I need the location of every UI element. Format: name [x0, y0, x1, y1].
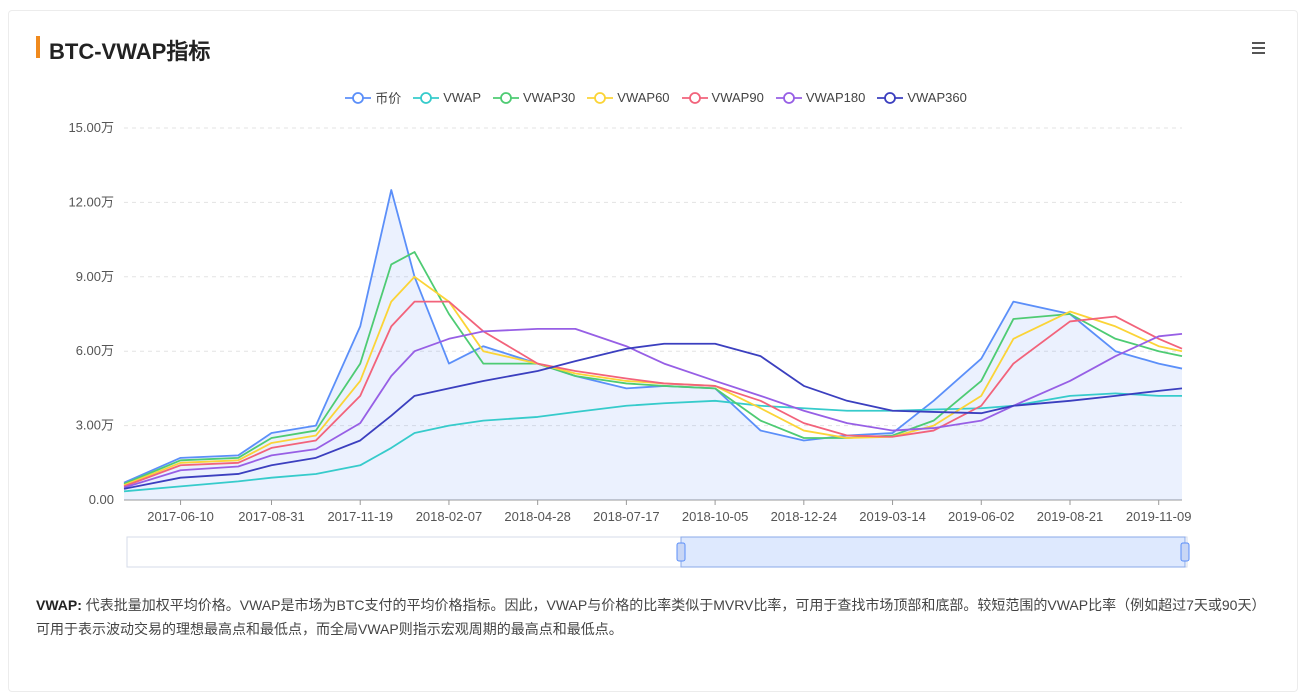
legend-label: 币价 — [375, 91, 402, 106]
legend-item-2[interactable]: VWAP30 — [493, 88, 575, 107]
x-tick-label: 2019-11-09 — [1126, 509, 1192, 524]
x-tick-label: 2017-08-31 — [238, 509, 305, 524]
legend-item-0[interactable]: 币价 — [345, 88, 401, 107]
zoom-slider-selection — [680, 536, 1186, 568]
x-tick-label: 2019-08-21 — [1037, 509, 1104, 524]
chart-plot: 0.00 3.00万 6.00万 9.00万 12.00万 15.00万 2017-06-1… — [68, 120, 1192, 568]
x-tick-label: 2017-11-19 — [327, 509, 393, 524]
description: VWAP: 代表批量加权平均价格。VWAP是市场为BTC支付的平均价格指标。因此… — [36, 593, 1276, 641]
series-line-6 — [123, 342, 1183, 490]
description-label: VWAP: — [36, 597, 82, 613]
legend-label: VWAP360 — [907, 90, 967, 105]
legend-marker-icon — [877, 91, 904, 104]
series-area-0 — [124, 190, 1182, 500]
legend-marker-icon — [587, 91, 614, 104]
legend-item-4[interactable]: VWAP90 — [681, 88, 764, 107]
legend-item-6[interactable]: VWAP360 — [877, 88, 967, 107]
legend-label: VWAP60 — [617, 90, 670, 105]
series-line-4 — [123, 300, 1183, 488]
y-tick-label: 6.00万 — [76, 343, 114, 358]
y-tick-label: 12.00万 — [68, 194, 114, 209]
x-tick-label: 2018-12-24 — [771, 509, 838, 524]
legend-item-1[interactable]: VWAP — [413, 88, 481, 107]
y-tick-label: 3.00万 — [76, 418, 114, 433]
zoom-slider-handle-right[interactable] — [1180, 542, 1190, 562]
x-tick-label: 2018-10-05 — [682, 509, 749, 524]
legend-item-5[interactable]: VWAP180 — [775, 88, 866, 107]
legend-label: VWAP30 — [523, 90, 576, 105]
x-tick-label: 2018-02-07 — [416, 509, 483, 524]
title-accent-bar — [36, 36, 40, 58]
legend-label: VWAP — [443, 90, 482, 105]
y-tick-label: 15.00万 — [68, 120, 114, 135]
hamburger-menu-icon[interactable] — [1252, 42, 1268, 58]
chart-title: BTC-VWAP指标 — [49, 39, 211, 64]
y-tick-label: 0.00 — [89, 492, 114, 507]
legend-item-3[interactable]: VWAP60 — [587, 88, 670, 107]
series-line-2 — [123, 251, 1183, 485]
legend-label: VWAP180 — [805, 90, 866, 105]
x-tick-label: 2018-07-17 — [593, 509, 660, 524]
legend-marker-icon — [413, 91, 440, 104]
x-tick-label: 2018-04-28 — [504, 509, 571, 524]
legend-marker-icon — [493, 91, 520, 104]
zoom-slider-handle-left[interactable] — [676, 542, 686, 562]
series-line-5 — [123, 327, 1183, 489]
chart-legend: 币价 VWAP VWAP30 VWAP60 VWAP90 VWAP180 VWAP360 — [0, 88, 1312, 107]
x-tick-label: 2019-06-02 — [948, 509, 1015, 524]
legend-marker-icon — [775, 91, 802, 104]
x-tick-label: 2017-06-10 — [147, 509, 214, 524]
series-line-0 — [123, 189, 1183, 484]
legend-marker-icon — [345, 91, 372, 104]
zoom-slider-track — [126, 536, 1188, 568]
x-tick-label: 2019-03-14 — [859, 509, 926, 524]
legend-label: VWAP90 — [711, 90, 764, 105]
description-text: 代表批量加权平均价格。VWAP是市场为BTC支付的平均价格指标。因此，VWAP与… — [36, 597, 1266, 637]
series-line-3 — [123, 275, 1183, 486]
y-tick-label: 9.00万 — [76, 269, 114, 284]
legend-marker-icon — [681, 91, 708, 104]
